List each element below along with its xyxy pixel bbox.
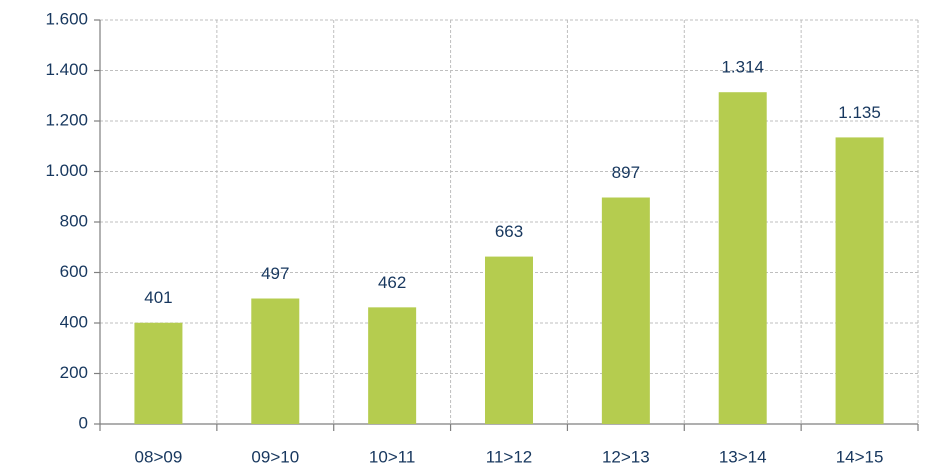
value-label: 663: [495, 222, 523, 241]
x-tick-label: 08>09: [135, 447, 183, 466]
y-tick-label: 1.400: [45, 60, 88, 79]
x-tick-label: 10>11: [369, 447, 415, 466]
x-tick-label: 12>13: [602, 447, 650, 466]
y-tick-label: 200: [60, 363, 88, 382]
x-tick-label: 09>10: [251, 447, 299, 466]
bar: [718, 92, 767, 424]
value-label: 1.135: [838, 103, 881, 122]
bar: [251, 298, 300, 424]
y-tick-label: 400: [60, 312, 88, 331]
x-tick-label: 13>14: [719, 447, 767, 466]
y-tick-label: 0: [79, 413, 88, 432]
bar: [134, 322, 183, 424]
y-tick-label: 1.600: [45, 9, 88, 28]
bar: [368, 307, 417, 424]
value-label: 462: [378, 273, 406, 292]
value-label: 1.314: [721, 58, 764, 77]
x-tick-label: 14>15: [836, 447, 884, 466]
bar: [601, 197, 650, 424]
bar: [485, 256, 533, 424]
bar: [835, 137, 884, 424]
y-tick-label: 800: [60, 211, 88, 230]
value-label: 897: [612, 163, 640, 182]
y-tick-label: 1.000: [45, 161, 88, 180]
x-tick-label: 11>12: [486, 447, 532, 466]
y-tick-label: 1.200: [45, 110, 88, 129]
value-label: 497: [261, 264, 289, 283]
y-tick-label: 600: [60, 262, 88, 281]
value-label: 401: [144, 288, 172, 307]
